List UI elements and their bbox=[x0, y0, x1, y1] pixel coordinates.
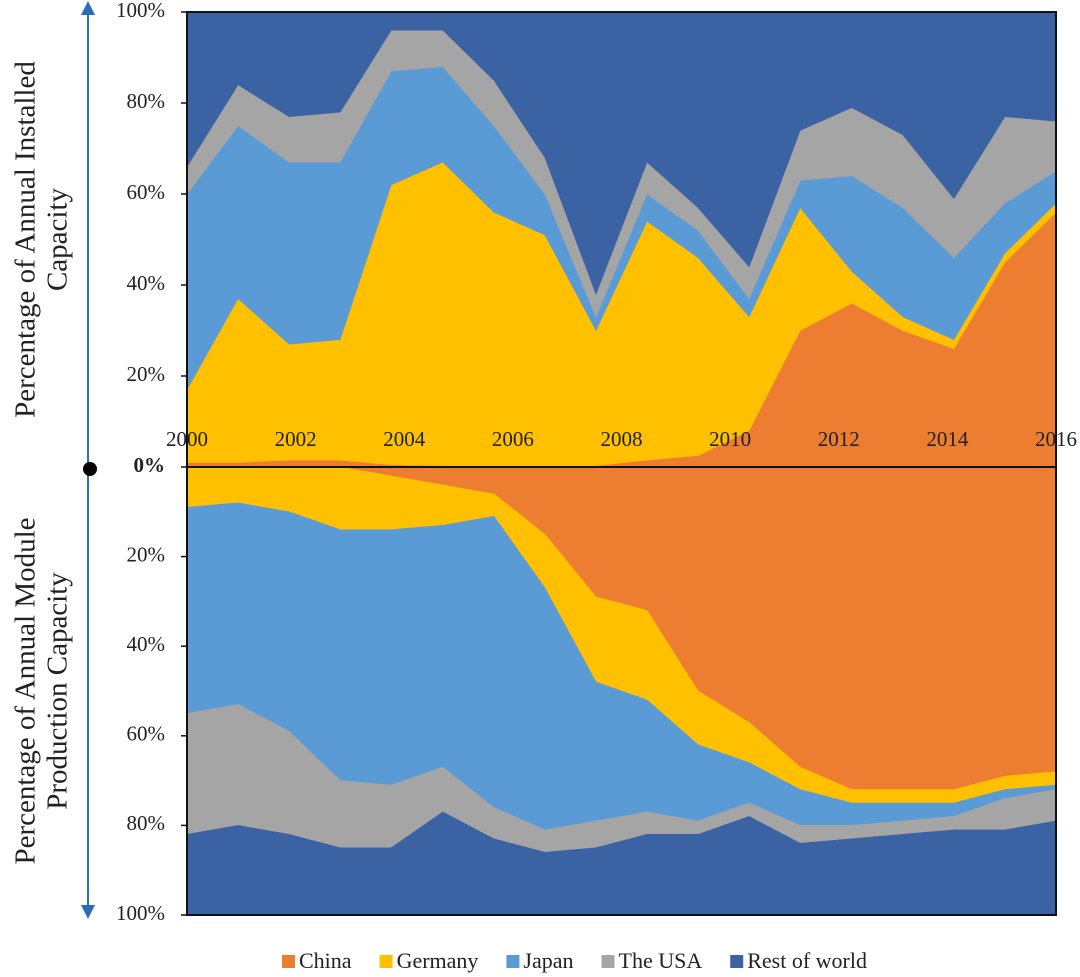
legend-swatch bbox=[730, 955, 744, 968]
legend-label: Germany bbox=[397, 948, 479, 973]
y-tick-label: 80% bbox=[127, 89, 166, 113]
y-tick-label: 100% bbox=[116, 901, 165, 925]
legend-label: Japan bbox=[523, 948, 573, 973]
y-tick-label: 60% bbox=[127, 722, 166, 746]
y-tick-label: 100% bbox=[116, 0, 165, 22]
x-tick-label: 2000 bbox=[166, 427, 208, 451]
x-tick-label: 2014 bbox=[926, 427, 969, 451]
y-tick-label: 0% bbox=[134, 453, 166, 477]
y-axis-label: Percentage of Annual Installed bbox=[10, 61, 42, 418]
x-tick-label: 2012 bbox=[818, 427, 860, 451]
y-axis-label: Production Capacity bbox=[42, 572, 74, 810]
legend-label: China bbox=[299, 948, 352, 973]
plot-frame bbox=[186, 466, 1057, 916]
legend-swatch bbox=[601, 955, 615, 968]
x-tick-label: 2002 bbox=[275, 427, 317, 451]
y-tick-label: 60% bbox=[127, 180, 166, 204]
y-axis-label: Percentage of Annual Module bbox=[10, 517, 42, 864]
x-tick-label: 2008 bbox=[601, 427, 643, 451]
x-tick-label: 2006 bbox=[492, 427, 534, 451]
origin-dot bbox=[83, 462, 97, 476]
plot: 0% 20% 40% 60% 80% 100% Percentage of Annual M… bbox=[10, 453, 1057, 925]
y-axis-label: Capacity bbox=[42, 187, 74, 291]
legend-swatch bbox=[506, 955, 520, 968]
legend: China Germany Japan The USA Rest of world bbox=[282, 948, 867, 973]
y-tick-label: 80% bbox=[127, 811, 166, 835]
legend-swatch bbox=[282, 955, 295, 968]
y-tick-label: 20% bbox=[127, 542, 166, 566]
x-tick-label: 2004 bbox=[383, 427, 426, 451]
y-tick-label: 20% bbox=[127, 362, 166, 386]
y-tick-label: 40% bbox=[127, 271, 166, 295]
legend-label: Rest of world bbox=[747, 948, 867, 973]
plots: 20% 40% 60% 80% 100% 2000 2002 2004 2006 2008 2010… bbox=[10, 0, 1077, 925]
legend-swatch bbox=[379, 955, 393, 968]
legend-label: The USA bbox=[619, 948, 703, 973]
x-tick-label: 2010 bbox=[709, 427, 751, 451]
plot: 20% 40% 60% 80% 100% 2000 2002 2004 2006 2008 2010… bbox=[10, 0, 1077, 468]
y-tick-label: 40% bbox=[127, 632, 166, 656]
x-tick-label: 2016 bbox=[1035, 427, 1077, 451]
